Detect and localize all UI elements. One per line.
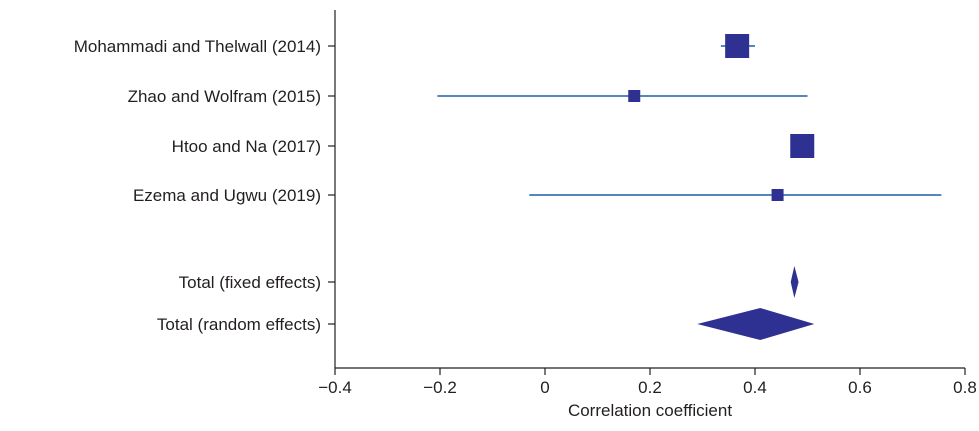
study-label: Mohammadi and Thelwall (2014) [74,37,321,56]
total-row: Total (random effects) [157,308,815,340]
total-row: Total (fixed effects) [179,266,799,298]
study-label: Zhao and Wolfram (2015) [128,87,321,106]
x-tick-label: 0 [540,378,549,397]
x-tick: 0 [540,368,550,397]
study-rows: Mohammadi and Thelwall (2014) Zhao and Wo… [74,34,942,205]
study-row: Zhao and Wolfram (2015) [128,87,808,106]
x-tick: 0.2 [638,368,662,397]
x-tick-label: 0.8 [953,378,977,397]
study-label: Ezema and Ugwu (2019) [133,186,321,205]
x-tick-label: −0.2 [423,378,457,397]
x-tick: 0.4 [743,368,767,397]
x-tick: 0.6 [848,368,872,397]
total-label: Total (random effects) [157,315,321,334]
x-tick-label: 0.4 [743,378,767,397]
total-label: Total (fixed effects) [179,273,321,292]
pooled-estimate-diamond [790,266,799,298]
study-row: Htoo and Na (2017) [172,134,815,158]
study-estimate-marker [771,189,784,201]
x-tick-label: −0.4 [318,378,352,397]
study-label: Htoo and Na (2017) [172,137,321,156]
pooled-estimate-diamond [697,308,815,340]
total-rows: Total (fixed effects) Total (random effec… [157,266,815,340]
study-row: Mohammadi and Thelwall (2014) [74,34,755,58]
study-estimate-marker [725,34,750,58]
x-tick-label: 0.6 [848,378,872,397]
x-tick: −0.2 [423,368,457,397]
x-tick: −0.4 [318,368,352,397]
axes [334,10,965,369]
study-estimate-marker [628,90,641,102]
x-axis-title: Correlation coefficient [568,401,732,420]
study-row: Ezema and Ugwu (2019) [133,186,942,205]
study-estimate-marker [790,134,815,158]
x-tick: 0.8 [953,368,977,397]
x-tick-label: 0.2 [638,378,662,397]
x-ticks: −0.4 −0.2 0 0.2 0.4 0.6 0.8 [318,368,977,397]
